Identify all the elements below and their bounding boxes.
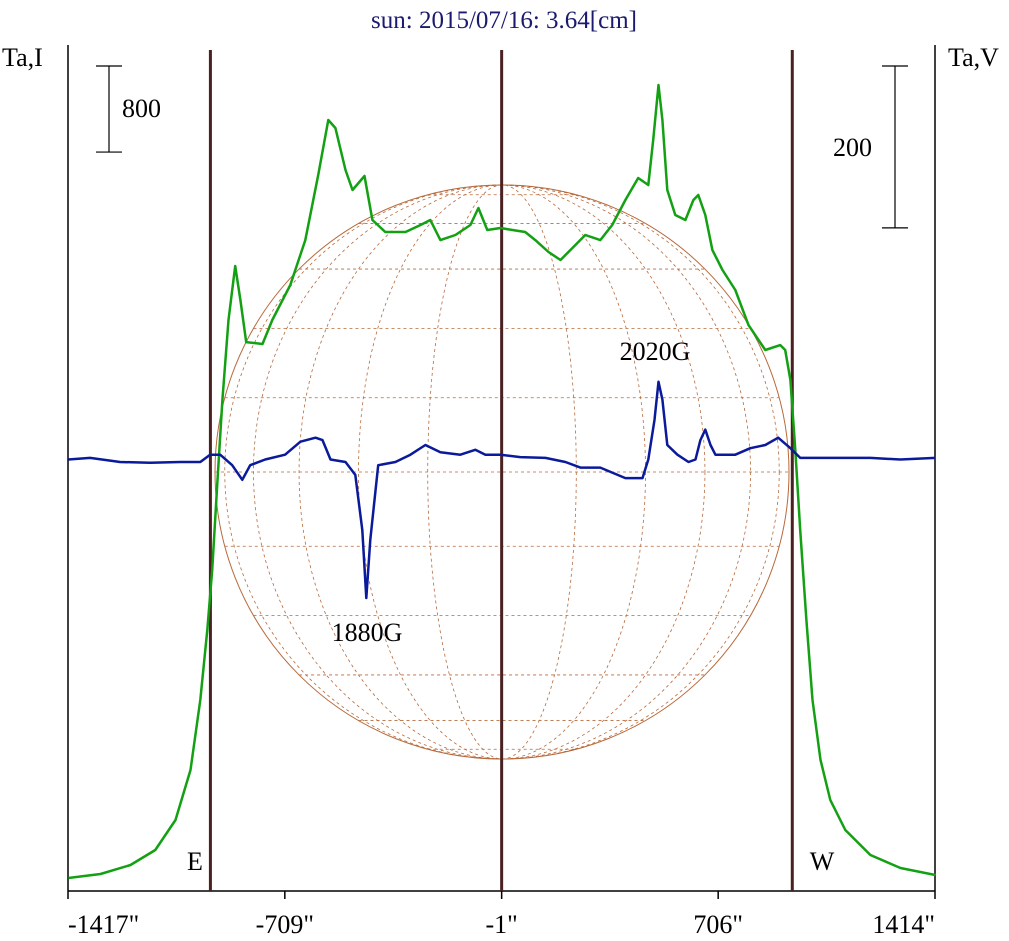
x-tick-label: -1417": [68, 910, 139, 939]
series-line: [68, 83, 936, 880]
x-tick-label: 1414": [872, 910, 935, 939]
annotation: W: [810, 847, 835, 876]
x-tick-label: -1": [486, 910, 518, 939]
x-tick-label: 706": [693, 910, 743, 939]
x-tick-label: -709": [256, 910, 314, 939]
y2-axis-label: Ta,V: [948, 43, 999, 72]
series-line: [68, 380, 936, 600]
chart-title: sun: 2015/07/16: 3.64[cm]: [371, 7, 637, 34]
y-axis-label: Ta,I: [2, 43, 43, 72]
y-scale-bar: [96, 65, 122, 153]
y2-scale-label: 200: [833, 133, 872, 162]
annotation: E: [187, 847, 203, 876]
annotation: 2020G: [620, 337, 691, 366]
y-scale-label: 800: [122, 94, 161, 123]
annotation: 1880G: [332, 618, 403, 647]
y2-scale-bar: [882, 65, 908, 229]
